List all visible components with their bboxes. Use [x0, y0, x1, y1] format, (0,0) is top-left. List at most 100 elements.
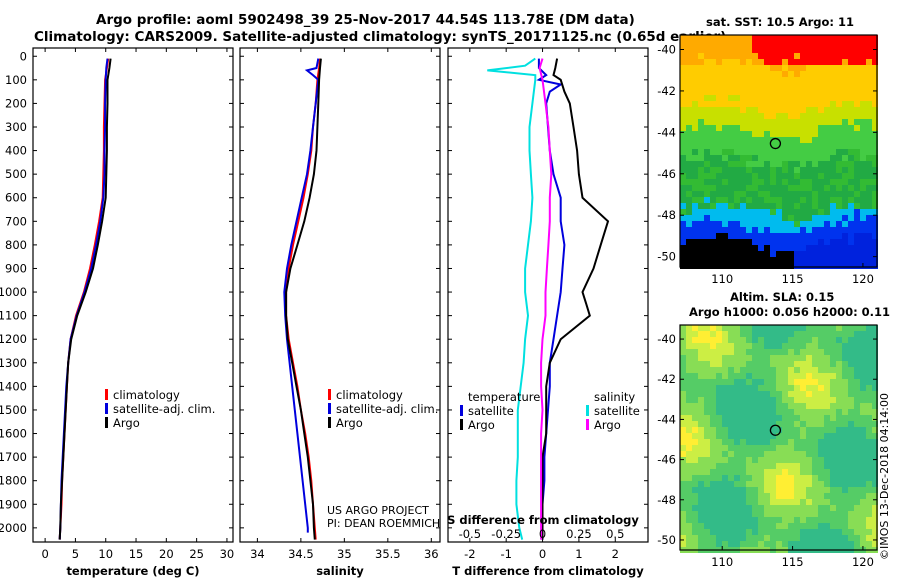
x-tick-label: 35.5 — [375, 547, 401, 561]
x-tick-label-top: -0.5 — [459, 527, 481, 541]
x-axis-label: temperature (deg C) — [66, 564, 199, 578]
sst-map-title: sat. SST: 10.5 Argo: 11 — [706, 15, 855, 29]
legend-label: satellite — [594, 404, 640, 418]
map-lat-label: -40 — [657, 332, 676, 346]
series-line-salinity-satellite — [487, 57, 537, 540]
depth-tick-label: 1700 — [0, 450, 27, 464]
legend-label: satellite — [468, 404, 514, 418]
map-lat-label: -48 — [657, 493, 676, 507]
map-lon-label: 120 — [852, 555, 874, 569]
x-tick-label: 34 — [250, 547, 265, 561]
imos-timestamp: ©IMOS 13-Dec-2018 04:14:00 — [878, 393, 891, 560]
legend-swatch — [105, 417, 108, 428]
map-lon-label: 110 — [711, 555, 733, 569]
x-tick-label: 5 — [72, 547, 79, 561]
legend-swatch — [328, 417, 331, 428]
map-lat-label: -42 — [657, 372, 676, 386]
series-line-salinity-argo — [538, 58, 553, 540]
depth-tick-label: 1200 — [0, 332, 27, 346]
legend-label: climatology — [336, 388, 403, 402]
legend-swatch — [328, 403, 331, 414]
depth-tick-label: 500 — [5, 167, 27, 181]
map-lat-label: -44 — [657, 412, 676, 426]
plot-frame-0 — [32, 47, 234, 543]
figure-title-line1: Argo profile: aoml 5902498_39 25-Nov-201… — [96, 12, 635, 28]
depth-tick-label: 800 — [5, 238, 27, 252]
depth-tick-label: 1500 — [0, 403, 27, 417]
legend-label: Argo — [113, 416, 140, 430]
figure-title-line2: Climatology: CARS2009. Satellite-adjuste… — [34, 29, 727, 45]
plot-frame-1 — [239, 47, 441, 543]
sst-map-frame — [679, 34, 878, 268]
depth-tick-label: 900 — [5, 261, 27, 275]
map-lat-label: -40 — [657, 43, 676, 57]
map-lat-label: -44 — [657, 125, 676, 139]
x-tick-label: 20 — [159, 547, 174, 561]
x-tick-label: 34.5 — [288, 547, 314, 561]
x-tick-label-top: 0.25 — [566, 527, 592, 541]
depth-tick-label: 1900 — [0, 497, 27, 511]
x-tick-label: 36 — [424, 547, 439, 561]
x-tick-label-top: -0.25 — [491, 527, 521, 541]
pi-annotation: PI: DEAN ROEMMICH — [327, 517, 440, 530]
x-tick-label: -1 — [500, 547, 511, 561]
x-tick-label: 1 — [575, 547, 582, 561]
pi-annotation: US ARGO PROJECT — [327, 504, 429, 517]
map-lat-label: -46 — [657, 453, 676, 467]
map-lon-label: 110 — [711, 272, 733, 286]
legend-label: satellite-adj. clim. — [113, 402, 215, 416]
x-axis-label-top: S difference from climatology — [447, 513, 639, 527]
x-tick-label: -2 — [464, 547, 475, 561]
depth-tick-label: 200 — [5, 96, 27, 110]
sla-argo-marker — [769, 424, 782, 436]
x-tick-label: 0 — [539, 547, 546, 561]
sla-map-frame — [679, 324, 878, 551]
legend-heading-temperature: temperature — [468, 390, 540, 404]
sst-argo-marker — [769, 137, 782, 150]
x-tick-label-top: 0 — [539, 527, 546, 541]
legend-swatch — [105, 389, 108, 400]
legend-heading-salinity: salinity — [594, 390, 635, 404]
x-tick-label: 0 — [41, 547, 48, 561]
depth-tick-label: 100 — [5, 73, 27, 87]
depth-tick-label: 2000 — [0, 521, 27, 535]
legend-label: Argo — [468, 418, 495, 432]
series-line-argo — [285, 58, 322, 540]
legend-label: Argo — [594, 418, 621, 432]
x-tick-label: 25 — [189, 547, 204, 561]
series-line-argo — [541, 58, 610, 540]
depth-tick-label: 700 — [5, 214, 27, 228]
depth-tick-label: 1600 — [0, 427, 27, 441]
legend-swatch — [586, 405, 589, 416]
legend-label: Argo — [336, 416, 363, 430]
depth-tick-label: 1000 — [0, 285, 27, 299]
legend-label: climatology — [113, 388, 180, 402]
x-axis-label: T difference from climatology — [452, 564, 644, 578]
map-lat-label: -50 — [657, 533, 676, 547]
sla-map-title-line2: Argo h1000: 0.056 h2000: 0.11 — [689, 305, 891, 319]
sla-map-title-line1: Altim. SLA: 0.15 — [730, 290, 835, 304]
x-tick-label: 15 — [129, 547, 144, 561]
x-tick-label: 35 — [337, 547, 352, 561]
depth-tick-label: 1300 — [0, 356, 27, 370]
depth-tick-label: 600 — [5, 191, 27, 205]
depth-tick-label: 1100 — [0, 309, 27, 323]
map-lat-label: -42 — [657, 84, 676, 98]
x-tick-label: 10 — [98, 547, 113, 561]
sla-map — [680, 325, 878, 553]
sst-map — [680, 35, 878, 269]
depth-tick-label: 0 — [20, 49, 27, 63]
map-lon-label: 120 — [852, 272, 874, 286]
depth-tick-label: 300 — [5, 120, 27, 134]
depth-tick-label: 1800 — [0, 474, 27, 488]
x-tick-label-top: 0.5 — [606, 527, 624, 541]
map-lon-label: 115 — [782, 555, 804, 569]
map-lat-label: -46 — [657, 167, 676, 181]
depth-tick-label: 400 — [5, 144, 27, 158]
map-lon-label: 115 — [782, 272, 804, 286]
legend-swatch — [460, 405, 463, 416]
x-tick-label: 2 — [612, 547, 619, 561]
x-tick-label: 30 — [220, 547, 235, 561]
series-line-satellite — [536, 58, 566, 540]
